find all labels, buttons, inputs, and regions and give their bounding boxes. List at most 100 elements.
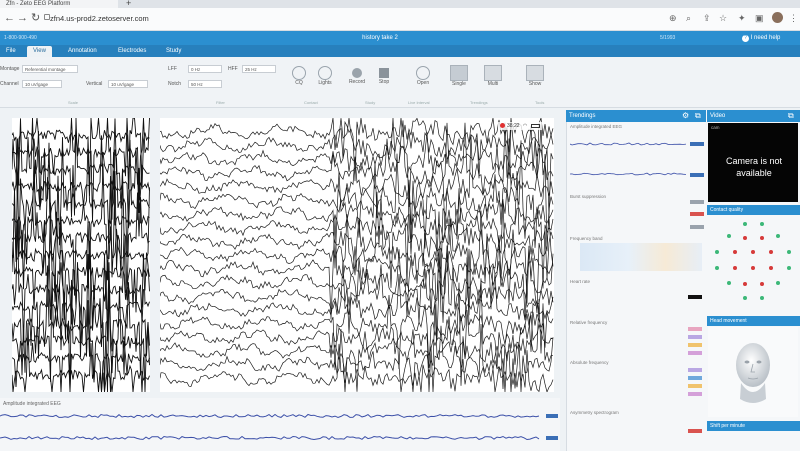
show-icon: [526, 65, 544, 81]
tab-annotation[interactable]: Annotation: [68, 48, 97, 54]
extensions-icon[interactable]: ✦: [738, 13, 746, 23]
section-contact: Contact: [304, 100, 318, 105]
trend-line-upper: [0, 413, 540, 419]
video-external-icon[interactable]: ⧉: [788, 111, 794, 120]
new-tab-button[interactable]: +: [126, 0, 132, 8]
help-label: I need help: [750, 35, 781, 41]
eeg-channel-trace: [160, 217, 554, 323]
eeg-channel-trace: [12, 300, 150, 392]
notch-select[interactable]: 50 Hz: [188, 80, 222, 88]
eeg-channel-trace: [160, 161, 554, 279]
electrode-dot: [733, 250, 737, 254]
channel-select[interactable]: 10 uV/gage: [22, 80, 62, 88]
montage-select[interactable]: Referential montage: [22, 65, 78, 73]
electrode-dot: [751, 250, 755, 254]
tab-study[interactable]: Study: [166, 48, 182, 54]
trend-section-aeeg: Amplitude integrated EEG: [570, 124, 623, 129]
trend-section-relative: Relative frequency: [570, 320, 608, 325]
light-icon: [318, 66, 332, 80]
eeg-channel-trace: [160, 343, 554, 392]
show-button[interactable]: Show: [524, 65, 546, 87]
burst-badge-1: [690, 200, 704, 204]
address-bar: [0, 8, 800, 31]
header-info: 5/1993: [660, 35, 676, 41]
eeg-channel-trace: [12, 253, 150, 359]
tab-file[interactable]: File: [6, 48, 16, 54]
open-button[interactable]: Open: [412, 66, 434, 86]
electrode-dot: [769, 250, 773, 254]
vertical-select[interactable]: 10 uV/gage: [108, 80, 148, 88]
star-icon[interactable]: ☆: [719, 13, 728, 23]
site-info-icon[interactable]: [44, 14, 50, 20]
zoom-icon[interactable]: ⊕: [669, 13, 677, 23]
shift-per-minute-header: Shift per minute: [707, 421, 800, 431]
help-icon: ?: [742, 35, 749, 42]
electrode-dot: [776, 281, 780, 285]
electrode-dot: [769, 266, 773, 270]
electrode-dot: [743, 236, 747, 240]
eeg-channel-trace: [160, 118, 554, 182]
cq-button[interactable]: CQ: [290, 66, 308, 86]
settings-icon[interactable]: ⚙: [682, 111, 690, 120]
section-tools: Tools: [535, 100, 545, 105]
trend-line-lower: [0, 435, 540, 441]
eeg-channel-trace: [12, 253, 150, 388]
trend-badge-upper: [546, 414, 558, 418]
hff-select[interactable]: 25 Hz: [242, 65, 276, 73]
eeg-channel-trace: [160, 170, 554, 289]
head-movement-view: [708, 327, 798, 417]
section-study: Study: [365, 100, 376, 105]
share-icon[interactable]: ⇪: [703, 13, 711, 23]
lights-button[interactable]: Lights: [315, 66, 335, 86]
back-icon[interactable]: ←: [4, 12, 15, 24]
recording-status: 38:22 ◠: [498, 122, 542, 130]
trend-section-heart: Heart rate: [570, 279, 591, 284]
electrode-dot: [760, 282, 764, 286]
single-view-icon: [450, 65, 468, 81]
eeg-overview-panel[interactable]: [12, 118, 150, 392]
show-label: Show: [528, 81, 542, 87]
eeg-channel-trace: [160, 140, 554, 252]
electrode-dot: [743, 222, 747, 226]
video-header: [707, 110, 800, 122]
lff-select[interactable]: 0 Hz: [188, 65, 222, 73]
record-button[interactable]: Record: [346, 67, 368, 85]
heart-rate-badge: [688, 295, 702, 299]
electrode-dot: [751, 266, 755, 270]
electrode-dot: [743, 282, 747, 286]
bottom-trend-panel: [0, 398, 560, 451]
open-label: Open: [416, 80, 430, 86]
electrode-dot: [727, 281, 731, 285]
stop-icon: [379, 68, 389, 78]
multi-view-button[interactable]: Multi: [482, 65, 504, 87]
tab-view[interactable]: View: [27, 46, 52, 57]
search-icon[interactable]: ⌕: [686, 13, 692, 23]
reload-icon[interactable]: ↻: [31, 12, 41, 24]
eeg-channel-trace: [160, 191, 554, 316]
menu-icon[interactable]: ⋮: [789, 13, 798, 23]
trend-section-burst: Burst suppression: [570, 194, 607, 199]
profile-icon[interactable]: [772, 12, 783, 23]
bottom-trend-title: Amplitude integrated EEG: [3, 401, 61, 407]
tab-electrodes[interactable]: Electrodes: [118, 48, 147, 54]
url-input[interactable]: zfn4.us-prod2.zetoserver.com: [50, 14, 149, 23]
eeg-waveform-panel[interactable]: [160, 118, 554, 392]
notch-label: Notch: [168, 81, 182, 87]
wifi-icon: ◠: [522, 123, 528, 129]
forward-icon[interactable]: →: [17, 12, 28, 24]
external-link-icon[interactable]: ⧉: [695, 111, 701, 120]
eeg-channel-trace: [12, 322, 150, 392]
menu-bar: [0, 45, 800, 57]
sidebar-icon[interactable]: ▣: [755, 13, 764, 23]
vertical-label: Vertical: [86, 81, 103, 87]
stop-button[interactable]: Stop: [374, 67, 394, 85]
single-view-button[interactable]: Single: [448, 65, 470, 87]
section-scale: Scale: [68, 100, 79, 105]
browser-tab[interactable]: Zfn - Zeto EEG Platform: [0, 0, 118, 8]
electrode-dot: [760, 236, 764, 240]
stop-label: Stop: [378, 79, 390, 85]
video-source-label: cam: [711, 125, 720, 130]
help-button[interactable]: ? I need help: [742, 32, 780, 44]
record-icon: [352, 68, 362, 78]
video-feed: [708, 123, 798, 202]
